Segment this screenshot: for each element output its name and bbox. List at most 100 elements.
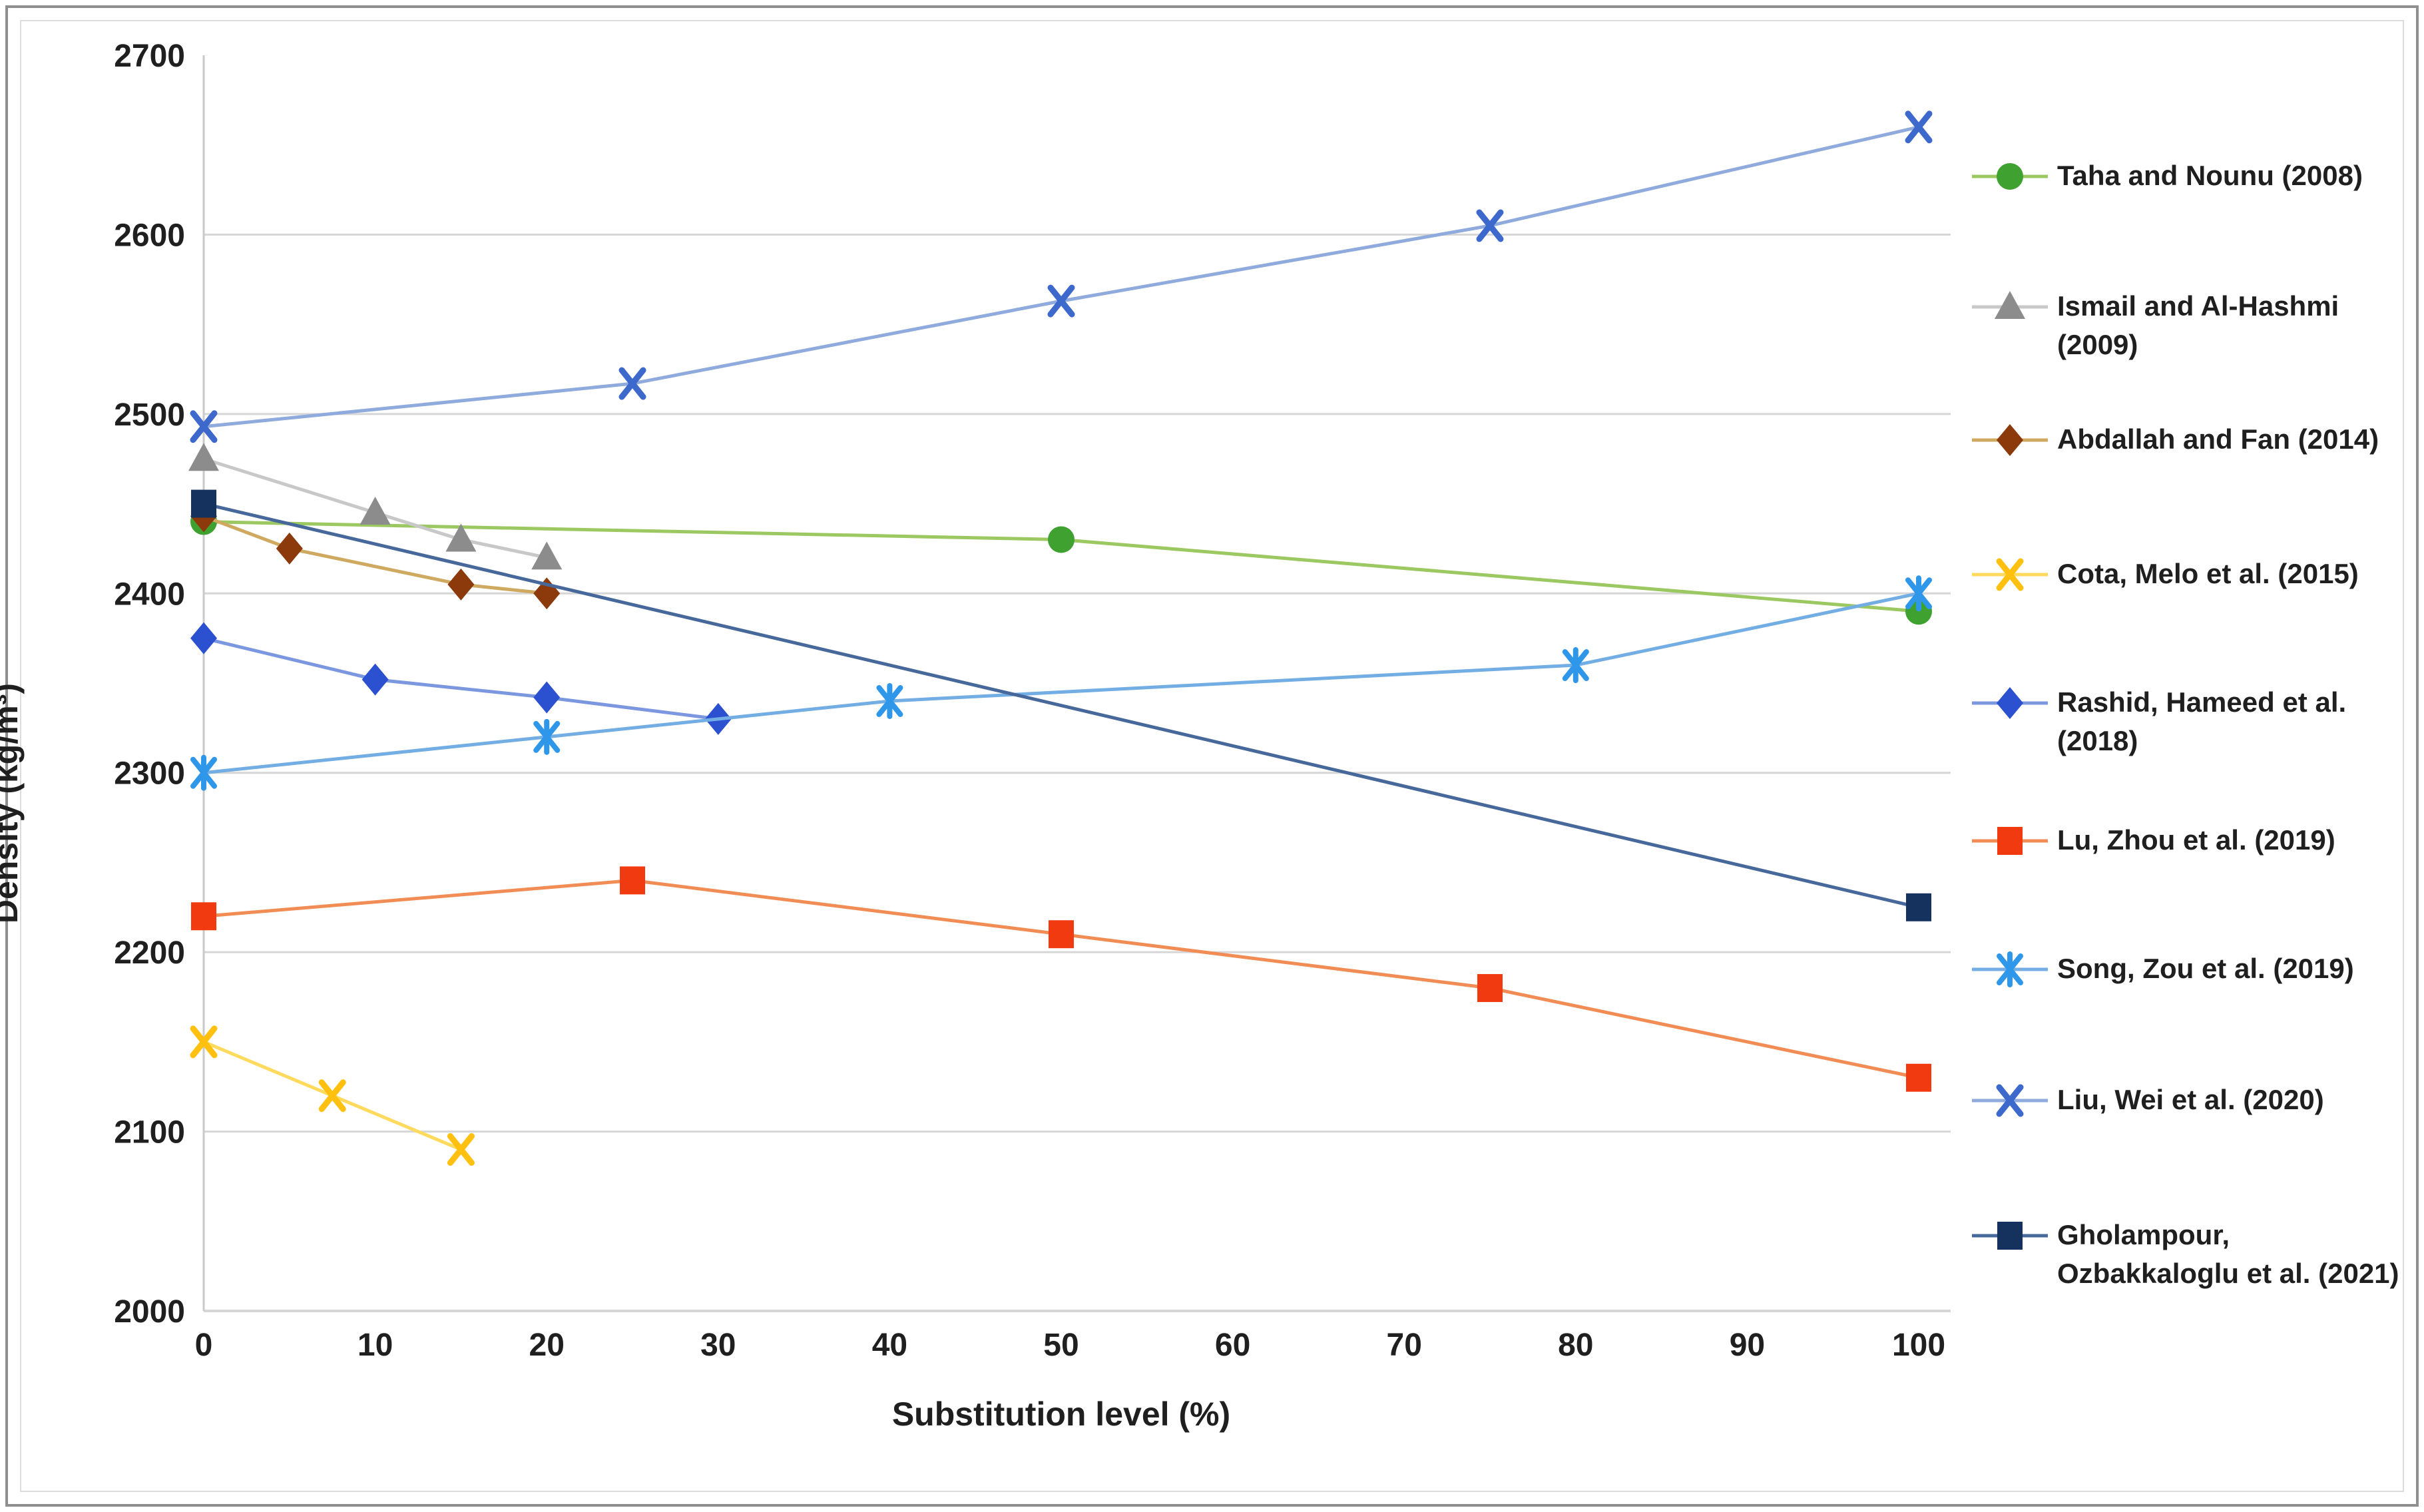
data-point-marker xyxy=(533,681,561,714)
y-tick-label: 2400 xyxy=(114,577,185,612)
data-point-marker xyxy=(1906,1063,1931,1092)
legend-item-label-line: Cota, Melo et al. (2015) xyxy=(2057,558,2359,589)
data-point-marker xyxy=(1997,951,2023,987)
legend-item-label: Song, Zou et al. (2019) xyxy=(2057,949,2354,988)
data-point-marker xyxy=(191,489,216,518)
legend-item-label: Ismail and Al-Hashmi (2009) xyxy=(2057,287,2339,364)
legend-marker-swatch xyxy=(1972,687,2048,719)
data-point-marker xyxy=(1048,526,1075,553)
legend-item-label-line: Liu, Wei et al. (2020) xyxy=(2057,1084,2324,1115)
legend-item: Rashid, Hameed et al. (2018) xyxy=(1971,683,2346,760)
series-1 xyxy=(190,508,1932,625)
y-tick-label: 2600 xyxy=(114,218,185,253)
legend-item-label: Rashid, Hameed et al. (2018) xyxy=(2057,683,2346,760)
data-point-marker xyxy=(1997,687,2023,719)
legend-item-label: Lu, Zhou et al. (2019) xyxy=(2057,821,2335,860)
legend-item: Taha and Nounu (2008) xyxy=(1971,156,2363,196)
y-tick-label: 2300 xyxy=(114,756,185,792)
x-tick-label: 70 xyxy=(1387,1328,1422,1363)
series-2 xyxy=(188,443,563,570)
series-line xyxy=(203,457,547,559)
y-tick-label: 2000 xyxy=(114,1294,185,1330)
data-point-marker xyxy=(1906,893,1931,921)
series-line xyxy=(203,502,1919,909)
data-point-marker xyxy=(445,523,477,552)
legend-item-label-line: Ozbakkaloglu et al. (2021) xyxy=(2057,1258,2399,1289)
legend-marker-swatch xyxy=(1972,1222,2048,1250)
x-tick-label: 10 xyxy=(358,1328,393,1363)
data-point-marker xyxy=(1997,827,2023,855)
series-8 xyxy=(190,111,1933,443)
legend-item-label: Taha and Nounu (2008) xyxy=(2057,156,2363,195)
data-point-marker xyxy=(620,866,645,895)
series-3 xyxy=(190,500,561,610)
data-point-marker xyxy=(1476,209,1504,242)
data-point-marker xyxy=(190,1025,218,1059)
series-line xyxy=(203,878,1919,1080)
series-line xyxy=(203,125,1919,429)
legend-item-label-line: Gholampour, xyxy=(2057,1219,2230,1250)
legend-item-label-line: (2018) xyxy=(2057,725,2138,756)
data-point-marker xyxy=(1049,920,1074,949)
legend-marker-swatch xyxy=(1972,951,2048,987)
legend-marker-swatch xyxy=(1972,1084,2048,1117)
legend-item-label: Gholampour, Ozbakkaloglu et al. (2021) xyxy=(2057,1216,2399,1293)
legend-item-label-line: (2009) xyxy=(2057,329,2138,360)
data-point-marker xyxy=(1997,424,2023,456)
data-point-marker xyxy=(1477,974,1503,1003)
legend-item-label-line: Taha and Nounu (2008) xyxy=(2057,160,2363,191)
chart-legend: Taha and Nounu (2008) Ismail and Al-Hashm… xyxy=(1971,0,2420,1512)
data-point-marker xyxy=(188,443,219,471)
x-tick-label: 80 xyxy=(1558,1328,1593,1363)
legend-item: Song, Zou et al. (2019) xyxy=(1971,949,2354,989)
data-point-marker xyxy=(276,532,303,565)
x-tick-label: 60 xyxy=(1215,1328,1250,1363)
legend-item-label: Cota, Melo et al. (2015) xyxy=(2057,555,2359,593)
data-point-marker xyxy=(1047,284,1075,318)
data-point-marker xyxy=(1997,163,2023,190)
legend-marker-swatch xyxy=(1972,291,2048,319)
x-axis-title: Substitution level (%) xyxy=(891,1395,1231,1433)
series-4 xyxy=(190,1025,475,1166)
y-axis-title-text: Density (kg/m³) xyxy=(0,682,25,924)
legend-item: Abdallah and Fan (2014) xyxy=(1971,420,2379,460)
x-tick-label: 0 xyxy=(195,1328,213,1363)
legend-item-label: Liu, Wei et al. (2020) xyxy=(2057,1081,2324,1119)
legend-item: Lu, Zhou et al. (2019) xyxy=(1971,821,2335,861)
legend-marker-swatch xyxy=(1972,163,2048,190)
legend-item-label-line: Song, Zou et al. (2019) xyxy=(2057,953,2354,984)
legend-item-label-line: Abdallah and Fan (2014) xyxy=(2057,423,2379,455)
data-point-marker xyxy=(1905,111,1933,144)
series-line xyxy=(203,515,547,595)
x-tick-label: 30 xyxy=(700,1328,736,1363)
data-point-marker xyxy=(1562,647,1589,684)
data-point-marker xyxy=(190,410,218,443)
legend-item-label-line: Rashid, Hameed et al. xyxy=(2057,686,2347,718)
data-point-marker xyxy=(360,497,391,525)
legend-item-label-line: Lu, Zhou et al. (2019) xyxy=(2057,824,2335,856)
x-tick-label: 90 xyxy=(1730,1328,1765,1363)
series-9 xyxy=(191,489,1931,921)
x-tick-label: 40 xyxy=(872,1328,907,1363)
data-point-marker xyxy=(190,754,217,791)
x-tick-label: 100 xyxy=(1892,1328,1945,1363)
data-point-marker xyxy=(447,568,475,601)
data-point-marker xyxy=(362,663,389,696)
y-tick-label: 2200 xyxy=(114,935,185,971)
data-point-marker xyxy=(191,902,216,931)
x-tick-label: 20 xyxy=(529,1328,565,1363)
legend-item: Ismail and Al-Hashmi (2009) xyxy=(1971,287,2339,364)
series-6 xyxy=(191,866,1931,1092)
data-point-marker xyxy=(533,718,561,755)
data-point-marker xyxy=(318,1079,346,1113)
legend-item-label-line: Ismail and Al-Hashmi xyxy=(2057,290,2339,322)
legend-item: Gholampour, Ozbakkaloglu et al. (2021) xyxy=(1971,1216,2399,1293)
legend-item: Liu, Wei et al. (2020) xyxy=(1971,1081,2324,1121)
data-point-marker xyxy=(1996,558,2024,591)
data-point-marker xyxy=(1905,575,1932,612)
legend-marker-swatch xyxy=(1972,424,2048,456)
data-point-marker xyxy=(447,1133,475,1166)
y-tick-label: 2100 xyxy=(114,1115,185,1150)
